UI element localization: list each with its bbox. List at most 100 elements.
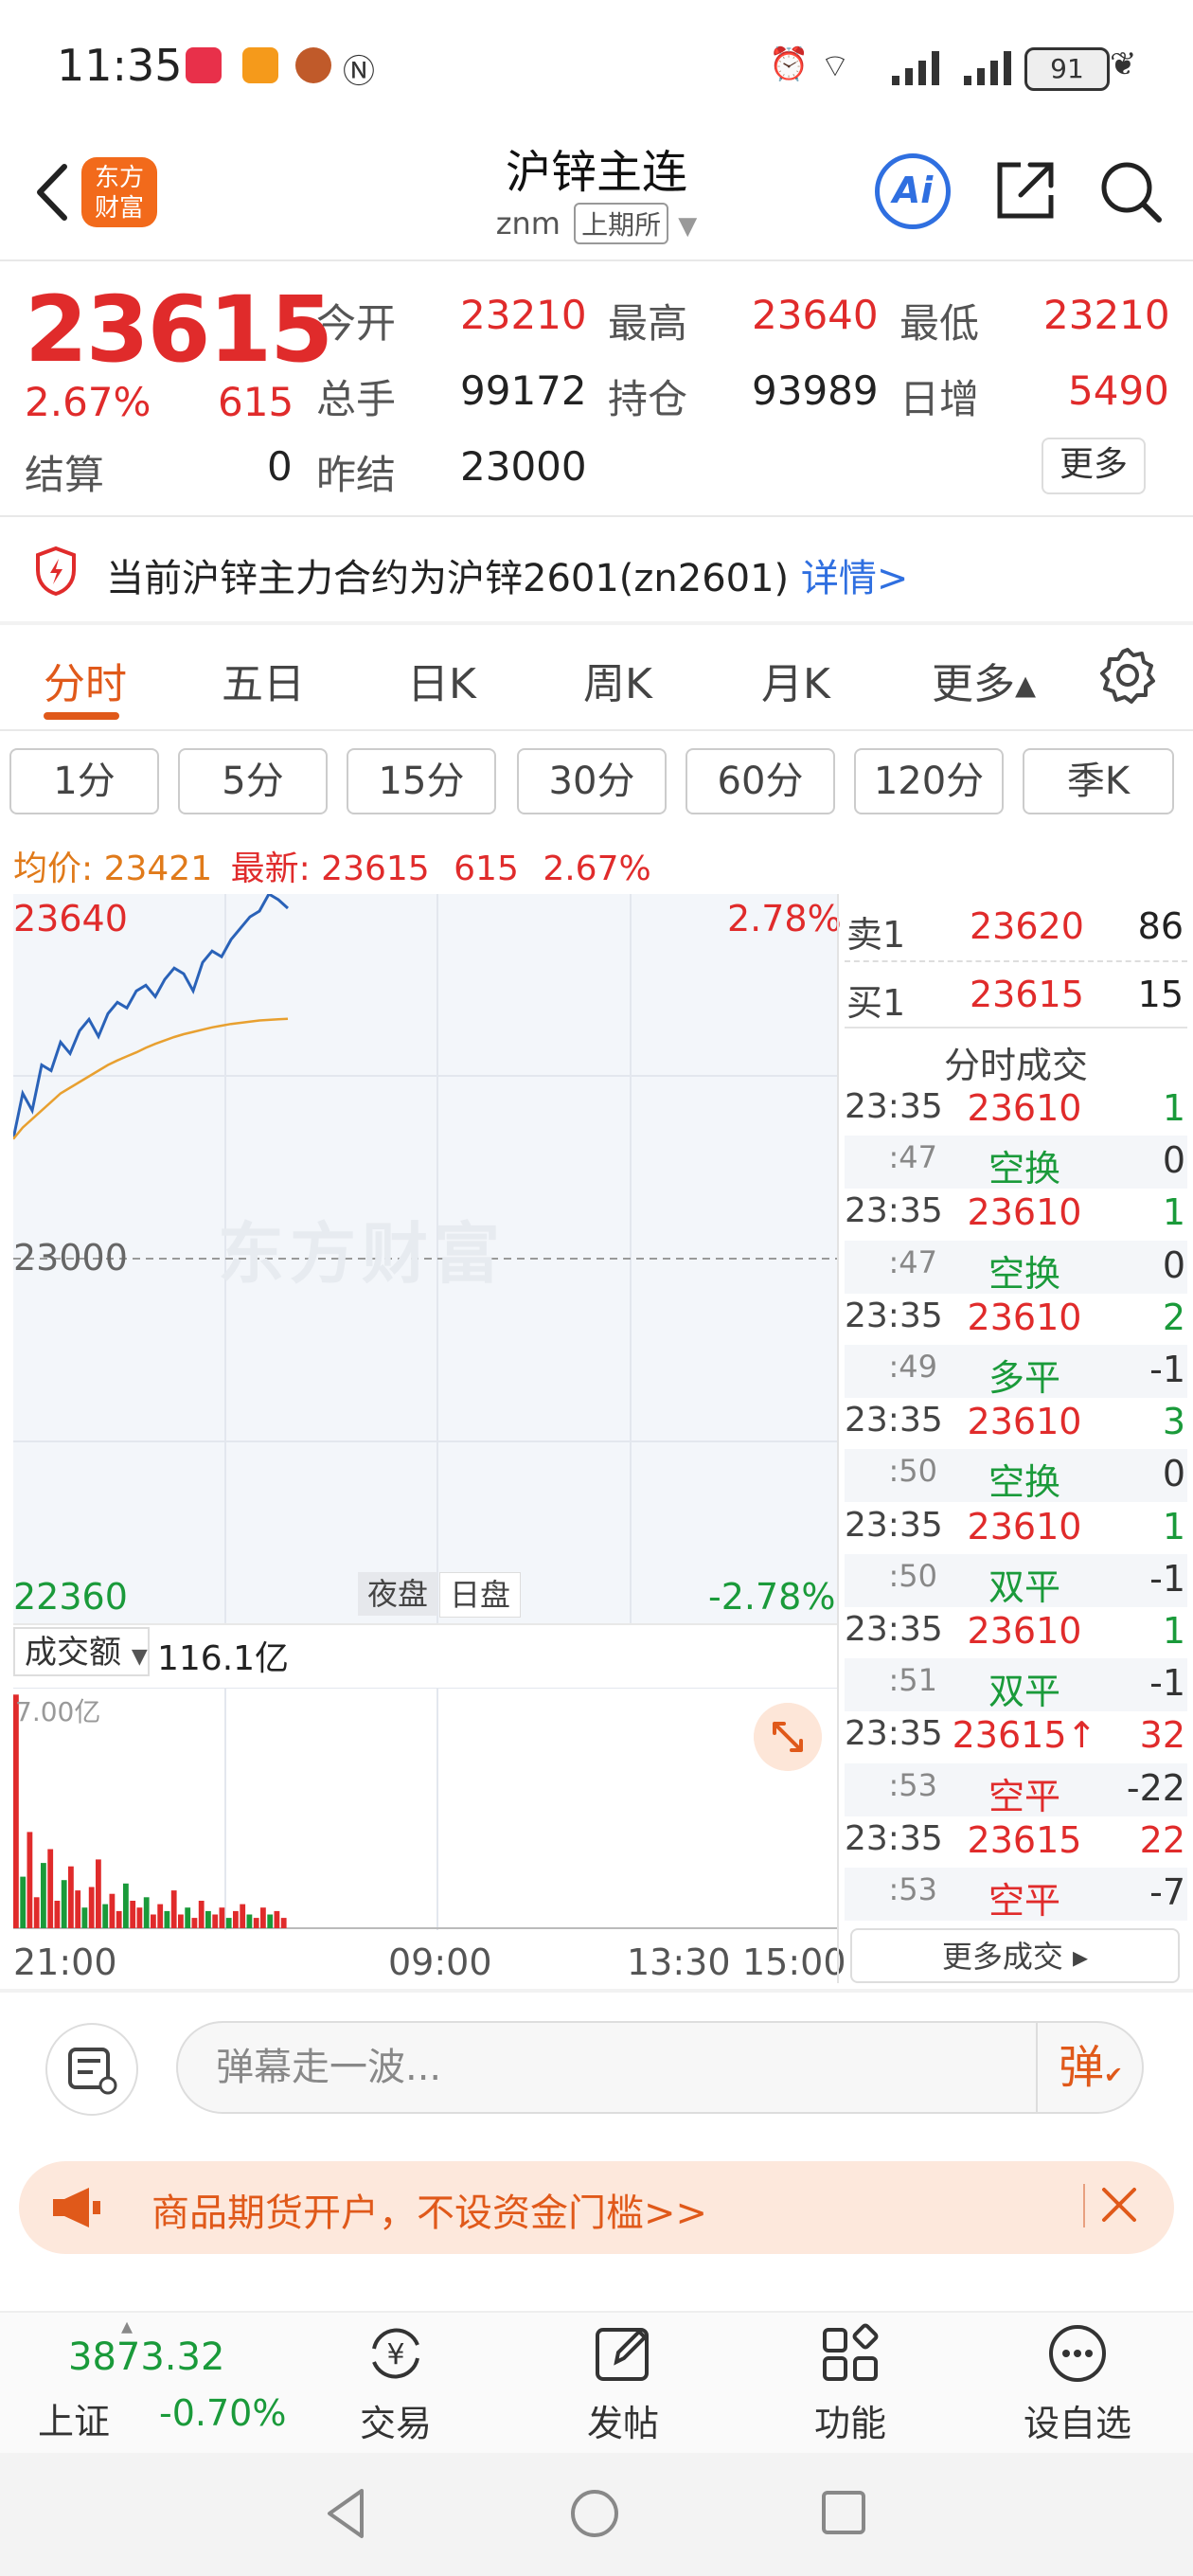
tick-type: 空平 [988, 1880, 1060, 1922]
tick-volume: 22 [1139, 1818, 1185, 1861]
night-session-tag[interactable]: 夜盘 [358, 1572, 438, 1616]
time-label: 21:00 [13, 1941, 117, 1983]
daily-increase-value: 5490 [1068, 367, 1169, 414]
day-session-tag[interactable]: 日盘 [439, 1572, 522, 1618]
tick-row-shade [845, 1240, 1187, 1294]
nav-trade[interactable]: ¥ 交易 [311, 2320, 481, 2446]
back-arrow-icon[interactable] [28, 159, 76, 225]
send-danmu-button[interactable]: 弹✔ [1036, 2023, 1144, 2112]
period-60min-button[interactable]: 60分 [686, 748, 835, 814]
index-change[interactable]: -0.70% [159, 2392, 287, 2434]
system-home-icon[interactable] [568, 2487, 621, 2540]
open-interest-value: 93989 [752, 367, 879, 414]
danmu-settings-icon [68, 2048, 117, 2095]
volume-bar [109, 1893, 116, 1928]
volume-metric-select[interactable]: 成交额 ▼ [13, 1627, 150, 1676]
expand-icon[interactable] [754, 1703, 822, 1771]
tab-intraday[interactable]: 分时 [44, 660, 127, 708]
period-120min-button[interactable]: 120分 [854, 748, 1004, 814]
tab-weekly-k[interactable]: 周K [583, 660, 652, 708]
y-axis-mid-label: 23000 [13, 1237, 128, 1279]
bid-1-label: 买1 [846, 982, 906, 1024]
tick-time: 23:35 [845, 1714, 943, 1754]
y-axis-top-label: 23640 [13, 898, 128, 939]
search-icon[interactable] [1096, 157, 1165, 225]
tick-volume: 2 [1162, 1296, 1185, 1338]
system-recents-icon[interactable] [820, 2489, 867, 2536]
period-1min-button[interactable]: 1分 [9, 748, 159, 814]
period-30min-button[interactable]: 30分 [517, 748, 667, 814]
index-name[interactable]: 上证 [38, 2401, 111, 2442]
nav-trade-label: 交易 [359, 2403, 432, 2444]
more-quote-button[interactable]: 更多 [1042, 438, 1146, 494]
high-value: 23640 [752, 292, 879, 338]
more-trades-button[interactable]: 更多成交 ▸ [850, 1928, 1180, 1983]
share-icon[interactable] [992, 157, 1059, 224]
wifi-icon: ⌔ [820, 47, 850, 85]
active-tab-indicator [44, 712, 119, 720]
danmu-input[interactable]: 弹幕走一波... [176, 2021, 1144, 2114]
contract-subtitle[interactable]: znm 上期所 ▼ [0, 203, 1193, 244]
tab-monthly-k[interactable]: 月K [761, 660, 830, 708]
tick-volume: 1 [1162, 1505, 1185, 1547]
danmu-settings-button[interactable] [45, 2023, 138, 2116]
tick-row-shade [845, 1868, 1187, 1921]
tick-row-shade [845, 1136, 1187, 1190]
tick-time: :47 [888, 1243, 938, 1280]
tick-price: 23610 [967, 1401, 1082, 1443]
nav-functions[interactable]: 功能 [765, 2320, 935, 2446]
notice-detail-link[interactable]: 详情> [800, 557, 909, 600]
high-label: 最高 [608, 300, 688, 347]
volume-bar [20, 1876, 27, 1928]
volume-bar [170, 1890, 177, 1928]
tick-volume: 0 [1162, 1453, 1185, 1495]
tab-daily-k[interactable]: 日K [407, 660, 476, 708]
price-line [13, 894, 290, 1140]
tick-price: 23610 [967, 1087, 1082, 1129]
volume-bars-svg [13, 1688, 837, 1930]
tick-volume: 1 [1162, 1087, 1185, 1129]
tab-more[interactable]: 更多▴ [932, 660, 1037, 708]
divider [0, 729, 1193, 731]
period-5min-button[interactable]: 5分 [178, 748, 328, 814]
tick-type: 空换 [988, 1148, 1060, 1190]
divider [845, 1027, 1187, 1029]
notice-text: 当前沪锌主力合约为沪锌2601(zn2601) [106, 557, 790, 600]
tick-row-shade [845, 1658, 1187, 1712]
latest-percent: 2.67% [543, 850, 651, 888]
latest-label: 最新: [230, 850, 311, 888]
system-back-icon[interactable] [322, 2485, 369, 2542]
ai-assistant-icon[interactable]: Ai [875, 153, 951, 229]
change-value: 615 [218, 379, 294, 425]
open-interest-label: 持仓 [608, 376, 688, 422]
divider [0, 1989, 1193, 1993]
volume-bar [151, 1914, 156, 1928]
tick-volume: 1 [1162, 1610, 1185, 1652]
intraday-price-svg [13, 894, 837, 1623]
signal-icon [964, 51, 1011, 85]
tick-price: 23610 [967, 1191, 1082, 1234]
nav-add-watchlist[interactable]: 设自选 [992, 2320, 1163, 2446]
avg-value: 23421 [103, 850, 213, 888]
volume-bar [260, 1907, 266, 1928]
promo-banner[interactable] [19, 2161, 1174, 2254]
nav-post[interactable]: 发帖 [538, 2320, 708, 2446]
tick-volume: -1 [1149, 1557, 1185, 1600]
period-15min-button[interactable]: 15分 [347, 748, 496, 814]
tick-type: 多平 [988, 1357, 1060, 1399]
index-value[interactable]: 3873.32 [68, 2335, 225, 2379]
volume-bar [61, 1880, 67, 1928]
promo-text[interactable]: 商品期货开户，不设资金门槛>> [151, 2191, 708, 2235]
close-icon[interactable] [1098, 2184, 1140, 2226]
tick-time: 23:35 [845, 1401, 943, 1440]
tick-time: :47 [888, 1139, 938, 1176]
volume-bar [253, 1918, 259, 1928]
tab-five-day[interactable]: 五日 [222, 660, 305, 708]
gear-icon[interactable] [1098, 646, 1157, 705]
prev-settle-value: 23000 [460, 443, 587, 490]
period-quarter-k-button[interactable]: 季K [1023, 748, 1174, 814]
volume-bar [68, 1866, 74, 1928]
tick-volume: 3 [1162, 1401, 1185, 1443]
volume-bar [185, 1907, 191, 1928]
volume-bar [274, 1910, 280, 1928]
